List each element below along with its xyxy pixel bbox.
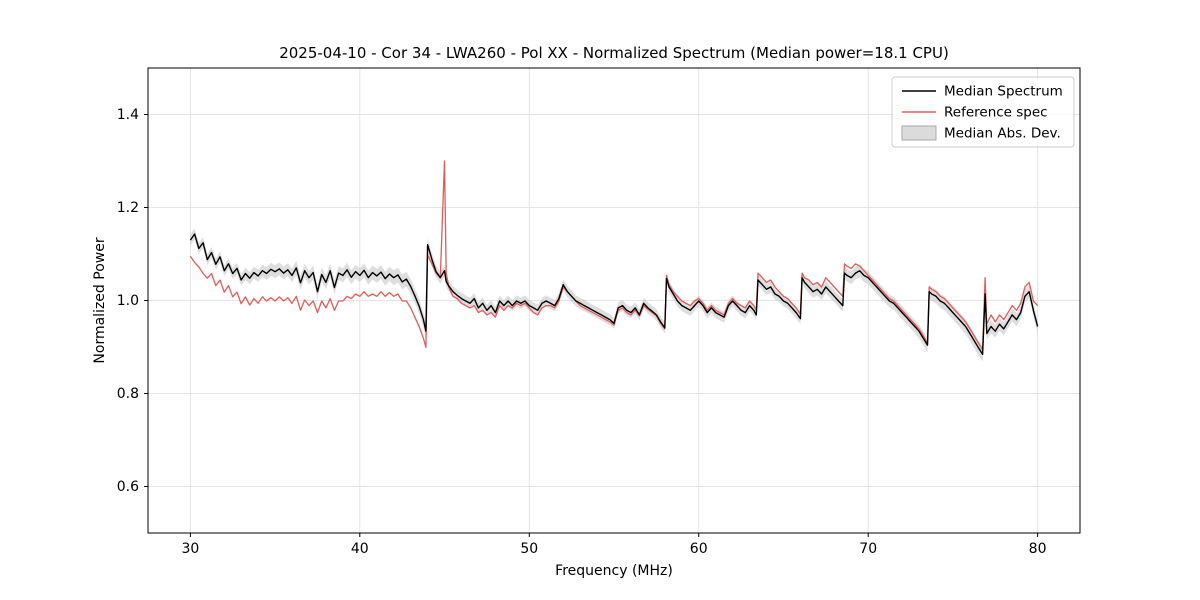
x-tick-label: 30 [181, 541, 199, 557]
legend-label: Reference spec [944, 105, 1048, 121]
x-tick-label: 40 [351, 541, 369, 557]
tick-labels: 30 40 50 60 70 80 0.6 0.8 1.0 1.2 1.4 [117, 107, 1047, 557]
legend-label: Median Spectrum [944, 84, 1063, 100]
legend-box [891, 76, 1075, 148]
x-tick-label: 70 [859, 541, 877, 557]
y-tick-label: 1.0 [117, 293, 139, 309]
median-spectrum-line [189, 233, 1039, 356]
x-tick-label: 60 [690, 541, 708, 557]
y-axis-label: Normalized Power [92, 237, 108, 363]
y-tick-label: 0.6 [117, 479, 139, 495]
x-axis-label: Frequency (MHz) [555, 563, 673, 579]
reference-spectrum-line [189, 160, 1039, 351]
tick-marks [144, 114, 1039, 537]
x-tick-label: 80 [1029, 541, 1047, 557]
legend-sample-patch [901, 125, 937, 141]
legend: Median Spectrum Reference spec Median Abs.… [891, 76, 1075, 148]
y-tick-label: 1.2 [117, 200, 139, 216]
legend-label: Median Abs. Dev. [944, 126, 1061, 142]
chart-title: 2025-04-10 - Cor 34 - LWA260 - Pol XX - … [279, 44, 949, 62]
y-tick-label: 0.8 [117, 386, 139, 402]
y-tick-label: 1.4 [117, 107, 139, 123]
x-tick-label: 50 [520, 541, 538, 557]
